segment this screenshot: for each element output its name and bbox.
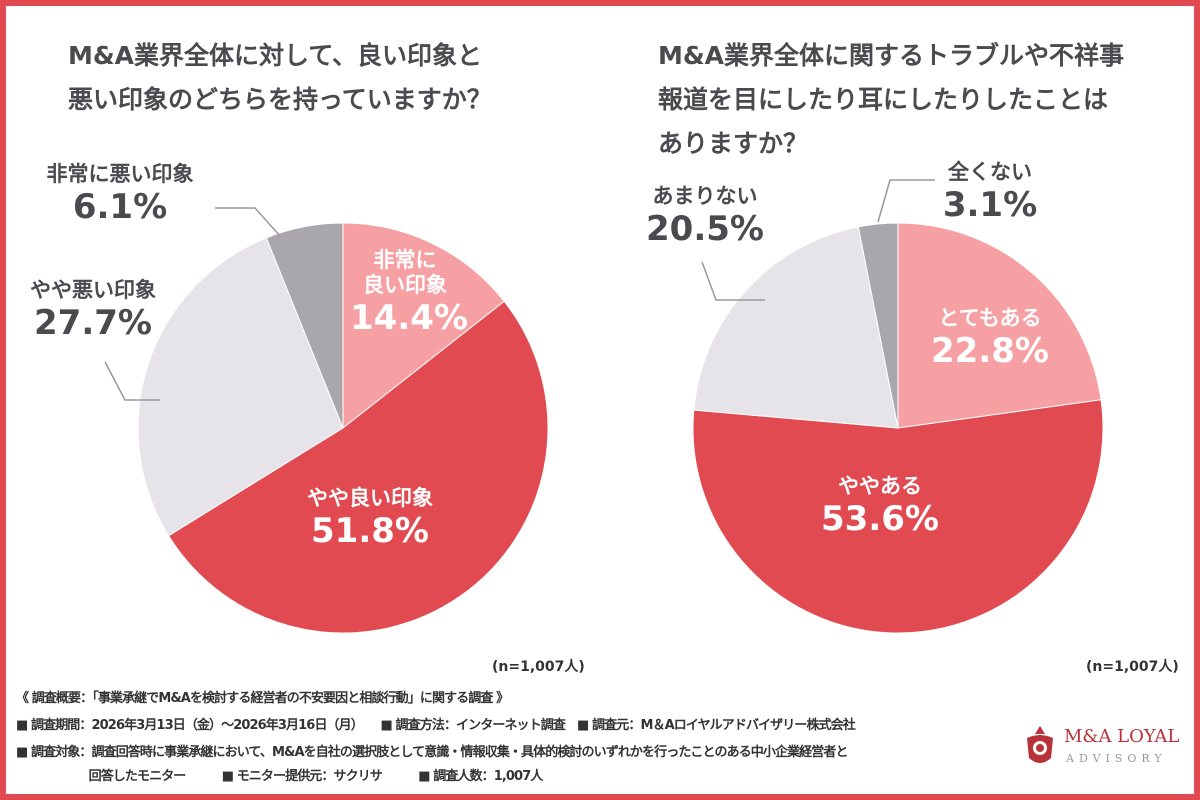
company-logo: M&A LOYAL ADVISORY — [1018, 722, 1188, 772]
pie-slice-3 — [265, 222, 344, 429]
survey-period: ■ 調査期間：2026年3月13日（金）〜2026年3月16日（月） ■ 調査方… — [16, 718, 856, 733]
label-text: あまりない — [652, 184, 758, 208]
slice-label-somewhat: ややある 53.6% — [810, 474, 950, 540]
survey-target-cont: 回答したモニター ■ モニター提供元：サクリサ ■ 調査人数：1,007人 — [16, 769, 544, 784]
survey-overview: 《 調査概要：「事業承継でM&Aを検討する経営者の不安要因と相談行動」に関する調… — [16, 691, 509, 706]
left-sample-size: (n=1,007人) — [492, 659, 585, 675]
leader-line — [877, 179, 935, 223]
leader-line — [104, 361, 160, 401]
label-value: 22.8% — [931, 331, 1049, 372]
label-value: 3.1% — [942, 185, 1038, 226]
logo-subtext: ADVISORY — [1066, 752, 1167, 765]
label-text: 全くない — [948, 160, 1032, 184]
slice-label-not-much: あまりない 20.5% — [640, 184, 770, 250]
label-text: やや良い印象 — [307, 486, 433, 510]
slice-label-not-at-all: 全くない 3.1% — [930, 160, 1050, 226]
slice-label-very-bad: 非常に悪い印象 6.1% — [40, 162, 200, 228]
survey-target: ■ 調査対象：調査回答時に事業承継において、M&Aを自社の選択肢として意識・情報… — [16, 745, 848, 760]
right-pie — [692, 222, 1104, 634]
label-text: ややある — [838, 474, 922, 498]
pie-slice-0 — [342, 222, 505, 430]
label-value: 20.5% — [646, 209, 764, 250]
logo-text: M&A LOYAL — [1064, 726, 1180, 747]
label-value: 6.1% — [72, 187, 168, 228]
label-text: 非常に — [373, 248, 437, 272]
label-value: 53.6% — [821, 499, 939, 540]
label-text: 良い印象 — [363, 273, 447, 298]
slice-label-somewhat-bad: やや悪い印象 27.7% — [18, 278, 168, 344]
slice-label-somewhat-good: やや良い印象 51.8% — [280, 486, 460, 552]
label-text: とてもある — [938, 306, 1042, 330]
right-chart-title: M&A業界全体に関するトラブルや不祥事 報道を目にしたり耳にしたりしたことは あ… — [658, 41, 1125, 158]
pie-slice-3 — [857, 222, 899, 429]
label-value: 27.7% — [34, 303, 152, 344]
pie-slice-2 — [693, 226, 899, 429]
label-text: やや悪い印象 — [30, 278, 156, 302]
crest-icon — [1027, 726, 1053, 763]
slice-label-very-much: とてもある 22.8% — [920, 306, 1060, 372]
pie-slice-1 — [167, 300, 549, 634]
pie-slice-1 — [692, 399, 1104, 634]
pie-slice-2 — [137, 237, 344, 537]
leader-line — [215, 207, 281, 237]
pie-slice-0 — [897, 222, 1102, 429]
slice-label-very-good: 非常に 良い印象 14.4% — [350, 248, 468, 339]
left-pie — [137, 222, 549, 634]
label-value: 14.4% — [350, 298, 468, 339]
left-chart-title: M&A業界全体に対して、良い印象と 悪い印象のどちらを持っていますか？ — [68, 41, 492, 114]
right-sample-size: (n=1,007人) — [1086, 659, 1179, 675]
leader-line — [701, 261, 765, 301]
label-value: 51.8% — [311, 511, 429, 552]
label-text: 非常に悪い印象 — [46, 162, 194, 186]
